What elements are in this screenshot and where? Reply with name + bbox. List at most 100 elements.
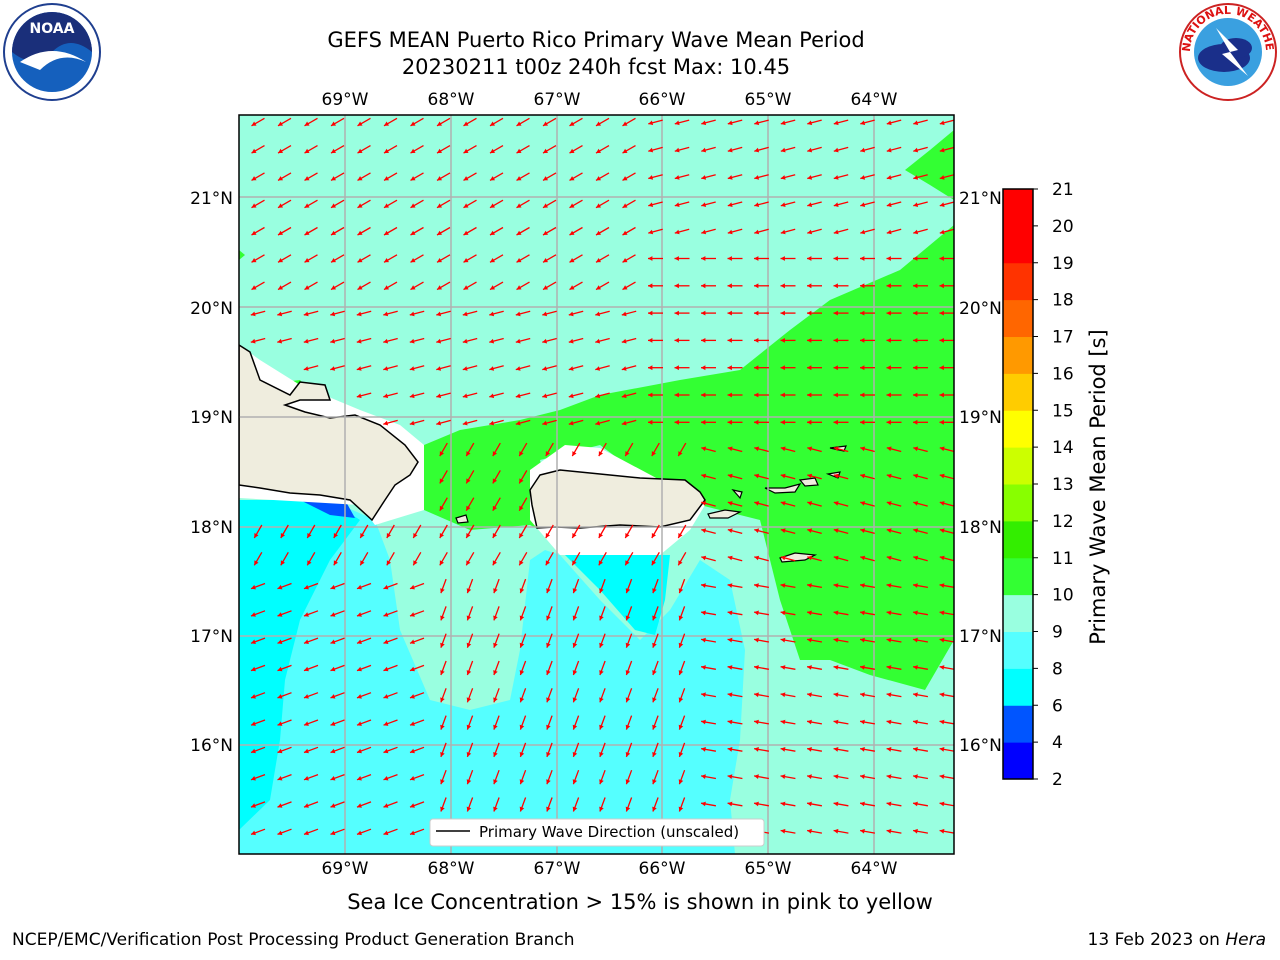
lat-label-right: 19°N (959, 408, 1002, 428)
wave-arrow (912, 828, 929, 834)
field-10-11-ne (905, 130, 954, 200)
wave-arrow (519, 688, 527, 703)
wave-arrow (333, 524, 342, 539)
wave-arrow (753, 719, 770, 725)
wave-arrow (409, 828, 425, 836)
wave-arrow (939, 801, 954, 807)
wave-arrow (519, 715, 527, 730)
wave-arrow (546, 688, 553, 703)
wave-arrow (700, 665, 717, 670)
wave-arrow (886, 446, 902, 453)
wave-arrow (913, 228, 928, 235)
wave-arrow (383, 801, 398, 808)
wave-arrow (678, 769, 686, 785)
wave-arrow (462, 310, 478, 317)
wave-arrow (913, 146, 928, 153)
wave-arrow (519, 769, 527, 785)
wave-arrow (833, 747, 849, 752)
wave-arrow (912, 747, 929, 752)
wave-arrow (250, 719, 266, 726)
wave-arrow (383, 610, 398, 617)
wave-arrow (753, 692, 770, 698)
wave-arrow (410, 281, 424, 291)
wave-arrow (383, 719, 398, 726)
wave-arrow (886, 283, 902, 289)
wave-arrow (492, 470, 501, 484)
land-hispaniola (239, 344, 419, 522)
wave-arrow (492, 524, 501, 539)
wave-arrow (780, 665, 796, 670)
wave-arrow (833, 228, 849, 235)
wave-arrow (330, 365, 345, 371)
wave-arrow (833, 338, 849, 343)
wave-arrow (780, 583, 796, 589)
wave-arrow (440, 688, 447, 703)
wave-arrow (939, 774, 954, 780)
wave-arrow (648, 256, 663, 261)
wave-arrow (701, 528, 716, 535)
wave-arrow (701, 365, 716, 371)
wave-arrow (674, 283, 690, 289)
wave-arrow (330, 226, 345, 236)
wave-arrow (806, 747, 823, 752)
wave-arrow (572, 715, 580, 730)
wave-arrow (330, 310, 345, 317)
wave-arrow (330, 117, 345, 127)
wave-arrow (727, 310, 743, 316)
wave-arrow (569, 254, 583, 263)
wave-arrow (780, 119, 796, 126)
sea-ice-caption-text: Sea Ice Concentration > 15% is shown in … (347, 890, 933, 914)
wave-arrow (542, 281, 557, 291)
wave-arrow (546, 715, 553, 730)
wave-arrow (542, 365, 557, 371)
wave-arrow (383, 337, 398, 344)
wave-arrow (622, 281, 636, 291)
wave-arrow (436, 337, 451, 344)
wave-arrow (939, 555, 954, 562)
wave-arrow (546, 742, 553, 758)
wave-arrow (251, 226, 265, 236)
wave-arrow (572, 797, 580, 812)
wave-arrow (833, 501, 849, 507)
wave-arrow (466, 633, 474, 648)
wave-arrow (939, 665, 954, 670)
wave-arrow (886, 555, 902, 562)
wave-arrow (277, 117, 292, 127)
colorbar-segment (1003, 189, 1033, 227)
wave-arrow (860, 528, 875, 535)
wave-arrow (754, 283, 769, 289)
wave-arrow (277, 801, 292, 808)
wave-arrow (754, 419, 769, 425)
wave-arrow (754, 119, 769, 126)
wave-arrow (518, 551, 528, 566)
wave-arrow (648, 283, 663, 289)
wave-arrow (599, 688, 606, 703)
wave-arrow (754, 555, 769, 562)
wave-arrow (250, 310, 266, 317)
wave-arrow (886, 473, 902, 480)
wave-arrow (440, 797, 447, 812)
wave-arrow (489, 199, 504, 209)
wave-arrow (409, 582, 425, 590)
wave-arrow (519, 742, 527, 758)
wave-arrow (678, 578, 686, 594)
wave-arrow (330, 610, 345, 617)
wave-arrow (436, 199, 451, 209)
wave-arrow (674, 228, 690, 235)
wave-arrow (860, 283, 875, 289)
wave-arrow (651, 524, 660, 539)
wave-arrow (463, 199, 477, 209)
wave-arrow (754, 310, 769, 316)
wave-arrow (277, 719, 292, 726)
wave-arrow (939, 692, 954, 698)
wave-arrow (913, 174, 928, 180)
colorbar-segment (1003, 668, 1033, 706)
wave-arrow (727, 583, 743, 589)
wave-arrow (489, 310, 504, 317)
wave-arrow (913, 119, 928, 126)
wave-arrow (700, 747, 717, 752)
wave-arrow (886, 201, 902, 207)
wave-arrow (599, 578, 606, 594)
wave-arrow (652, 660, 659, 676)
wave-arrow (466, 715, 474, 730)
